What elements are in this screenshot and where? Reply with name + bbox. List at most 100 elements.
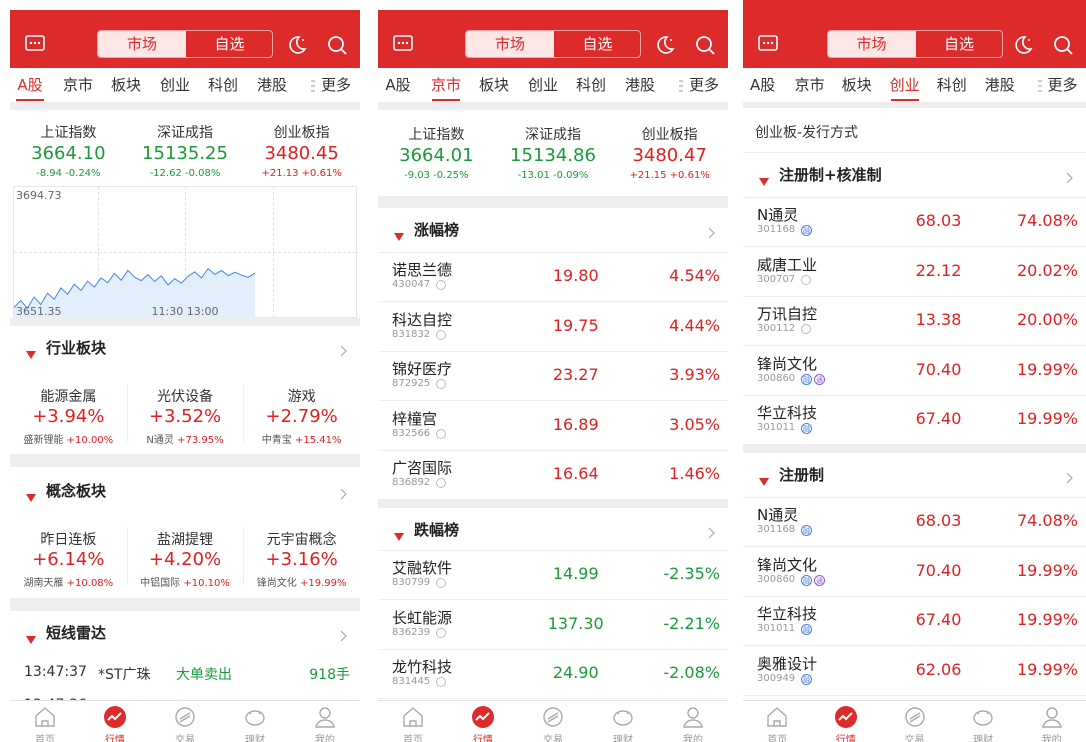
stock-price: 13.38 xyxy=(915,310,962,330)
icon-part xyxy=(328,36,347,55)
sector-name: 元宇宙概念 xyxy=(266,532,337,548)
night-mode-icon xyxy=(1012,34,1034,60)
market-tab: 更多 xyxy=(320,76,351,94)
index-change-pct: +0.61% xyxy=(669,170,710,181)
badge-icon xyxy=(436,478,446,489)
sector-pct: +2.79% xyxy=(265,406,338,427)
icon-part xyxy=(340,48,347,55)
market-tab: 板块 xyxy=(841,76,872,94)
stock-code: 300860 xyxy=(757,573,796,585)
index-value: 15135.25 xyxy=(142,143,228,164)
market-tab: 创业 xyxy=(527,76,558,94)
icon-part xyxy=(976,711,990,715)
icon-part xyxy=(315,719,335,728)
stock-pct: 4.54% xyxy=(669,266,720,285)
icon-part xyxy=(328,36,344,52)
market-tab: 科创 xyxy=(207,76,238,94)
divider-band xyxy=(743,102,1086,108)
stock-price: 67.40 xyxy=(915,610,962,630)
badge-icon xyxy=(436,280,446,290)
icon-part xyxy=(766,41,770,45)
icon-part xyxy=(340,630,347,642)
badge: 通 xyxy=(814,373,825,385)
stock-code: 830799 xyxy=(392,577,431,588)
icon-part xyxy=(904,707,925,727)
nav-icon xyxy=(243,705,267,733)
icon-part xyxy=(13,267,256,318)
nav-icon xyxy=(173,705,197,733)
icon-part xyxy=(613,710,633,726)
stock-pct: -2.08% xyxy=(663,663,720,683)
market-tab: 创业 xyxy=(889,76,920,94)
market-tab: 创业 xyxy=(159,76,190,94)
icon-part xyxy=(834,706,857,728)
badge-icon xyxy=(436,677,446,688)
index-change: -13.01 -0.09% xyxy=(493,170,613,181)
stock-code: 836892 xyxy=(392,477,431,489)
icon-part xyxy=(1015,36,1033,54)
badge: 融 xyxy=(801,673,812,685)
icon-part xyxy=(26,636,36,644)
icon-part xyxy=(973,710,993,726)
subtitle: 创业板-发行方式 xyxy=(755,125,859,141)
intraday-chart xyxy=(10,0,360,334)
index-change: +21.15 +0.61% xyxy=(610,170,728,181)
icon-part xyxy=(1045,707,1058,719)
divider-band xyxy=(378,196,728,208)
stock-price: 62.06 xyxy=(915,659,962,679)
menu-icon xyxy=(678,78,684,98)
index-change-pct: -0.25% xyxy=(433,170,469,181)
row-divider xyxy=(378,252,728,253)
stock-code: 300707 xyxy=(757,273,796,285)
index-name: 深证成指 xyxy=(525,127,581,143)
icon-part xyxy=(472,706,494,728)
segment: 自选 xyxy=(943,35,974,53)
sector-pct: +6.14% xyxy=(32,549,105,570)
stock-pct: 19.99% xyxy=(1016,659,1078,679)
row-divider xyxy=(743,295,1086,297)
icon-part xyxy=(1066,172,1073,184)
badge-icon xyxy=(436,627,446,638)
icon-part xyxy=(107,712,122,721)
icon-part xyxy=(394,233,404,241)
tab-underline xyxy=(16,99,44,101)
section-title: 行业板块 xyxy=(46,339,107,357)
icon-part xyxy=(543,707,563,727)
radar-qty: 918手 xyxy=(309,667,350,683)
index-value: 3480.47 xyxy=(632,145,707,166)
night-mode-icon xyxy=(654,34,676,60)
icon-part xyxy=(475,712,490,721)
nav-icon xyxy=(834,705,858,733)
nav-icon xyxy=(1040,705,1064,733)
icon-part xyxy=(1066,472,1073,484)
stock-price: 137.30 xyxy=(547,613,604,633)
segment-active: 市场 xyxy=(827,31,916,57)
collapse-triangle xyxy=(26,629,36,648)
index-name: 深证成指 xyxy=(157,125,213,141)
divider-band xyxy=(743,445,1086,453)
stock-pct: 74.08% xyxy=(1016,511,1078,530)
sector-leader: N通灵 +73.95% xyxy=(127,431,243,446)
stock-name: 万讯自控 xyxy=(757,305,818,324)
leader-name: 盛新锂能 xyxy=(23,435,64,446)
price-area xyxy=(14,268,255,318)
icon-part xyxy=(759,478,769,486)
icon-part xyxy=(708,527,715,539)
icon-part xyxy=(403,707,423,727)
stock-name: 华立科技 xyxy=(757,605,818,624)
sector-name: 能源金属 xyxy=(40,389,97,405)
icon-part xyxy=(340,630,347,642)
icon-part xyxy=(401,41,405,45)
sector-leader: 中青宝 +15.41% xyxy=(244,431,360,446)
nav-icon xyxy=(401,705,425,733)
icon-part xyxy=(26,636,36,644)
leader-pct: +73.95% xyxy=(177,435,224,446)
stock-price: 68.03 xyxy=(915,511,962,530)
index-change-pct: -0.08% xyxy=(185,168,221,179)
section-title: 注册制+核准制 xyxy=(779,166,882,184)
row-divider xyxy=(743,444,1086,446)
leader-pct: +10.10% xyxy=(183,578,230,589)
market-tab: 港股 xyxy=(256,76,287,94)
row-divider xyxy=(378,599,728,600)
